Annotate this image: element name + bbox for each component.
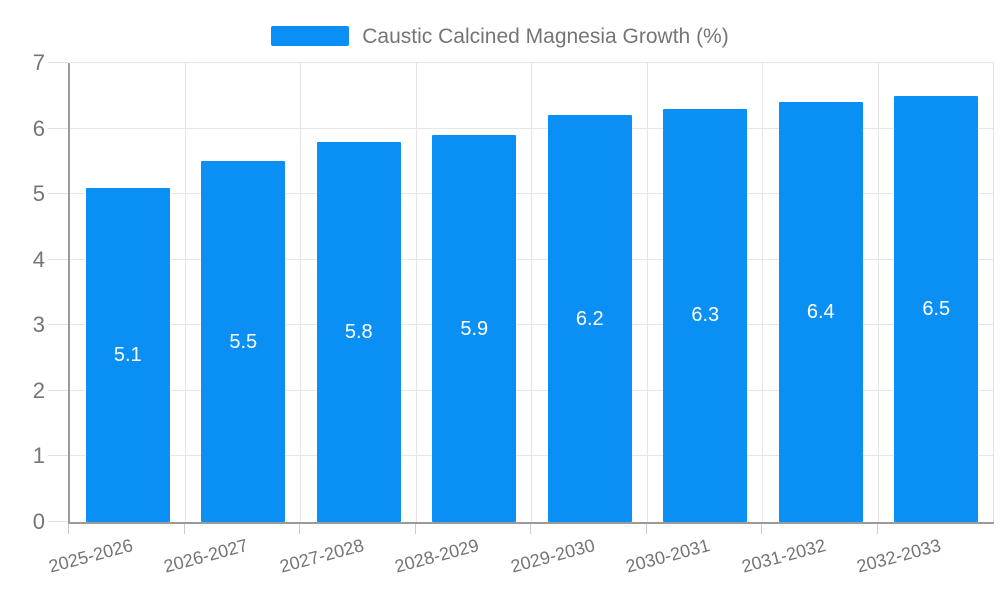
y-axis-label: 1 [32, 443, 45, 469]
bar-value-label: 5.1 [113, 343, 142, 366]
x-gridline [415, 63, 417, 522]
bar-value-label: 5.5 [229, 330, 258, 353]
x-axis-tick [761, 524, 762, 534]
y-gridline [70, 389, 994, 391]
y-gridline [70, 127, 994, 129]
x-axis-tick [414, 524, 416, 534]
bar-value-label: 6.5 [922, 297, 951, 320]
y-axis-tick [48, 127, 68, 129]
y-axis-label: 4 [32, 246, 45, 272]
y-axis-label: 0 [32, 509, 45, 534]
y-gridline [70, 193, 994, 195]
y-axis-tick [48, 455, 68, 457]
plot-area: 5.1 5.5 5.8 5.9 6.2 6.3 6.4 6.5 [68, 62, 994, 524]
y-gridline [70, 62, 994, 63]
x-gridline [531, 63, 532, 522]
y-axis-label: 7 [32, 50, 45, 75]
y-axis-tick [48, 521, 68, 522]
bar-2032-2033[interactable]: 6.5 [894, 95, 979, 522]
x-axis-tick [645, 524, 647, 534]
y-axis-tick [48, 62, 68, 63]
x-gridline [877, 63, 879, 522]
y-axis-label: 6 [32, 115, 45, 141]
x-gridline [300, 63, 301, 522]
bar-2026-2027[interactable]: 5.5 [201, 161, 286, 522]
y-axis-tick [48, 389, 68, 391]
x-gridline [993, 63, 994, 522]
bar-2029-2030[interactable]: 6.2 [547, 115, 632, 522]
bar-2030-2031[interactable]: 6.3 [663, 108, 748, 522]
x-gridline [184, 63, 186, 522]
y-gridline [70, 455, 994, 457]
bar-value-label: 6.4 [806, 301, 835, 324]
bar-value-label: 6.2 [575, 307, 604, 330]
bar-value-label: 5.8 [344, 320, 373, 343]
y-gridline [70, 258, 994, 260]
y-axis-tick [48, 193, 68, 195]
y-axis-tick [48, 258, 68, 260]
y-axis-label: 5 [32, 181, 45, 207]
bar-2028-2029[interactable]: 5.9 [432, 135, 517, 522]
legend-label: Caustic Calcined Magnesia Growth (%) [362, 24, 729, 48]
x-axis-tick [68, 524, 69, 534]
chart-legend-item[interactable]: Caustic Calcined Magnesia Growth (%) [0, 22, 1000, 50]
x-axis-tick [299, 524, 300, 534]
x-gridline [646, 63, 648, 522]
bar-value-label: 5.9 [460, 317, 489, 340]
bar-2031-2032[interactable]: 6.4 [778, 102, 863, 522]
y-axis-tick [48, 324, 68, 326]
y-axis-label: 2 [32, 377, 45, 403]
x-gridline [762, 63, 763, 522]
x-axis-tick [183, 524, 185, 534]
y-gridline [70, 324, 994, 326]
y-axis-label: 3 [32, 312, 45, 338]
bar-value-label: 6.3 [691, 304, 720, 327]
x-axis-tick [530, 524, 531, 534]
bar-2027-2028[interactable]: 5.8 [316, 141, 401, 522]
x-axis-tick [876, 524, 878, 534]
legend-swatch [271, 26, 350, 46]
bar-2025-2026[interactable]: 5.1 [85, 187, 170, 522]
